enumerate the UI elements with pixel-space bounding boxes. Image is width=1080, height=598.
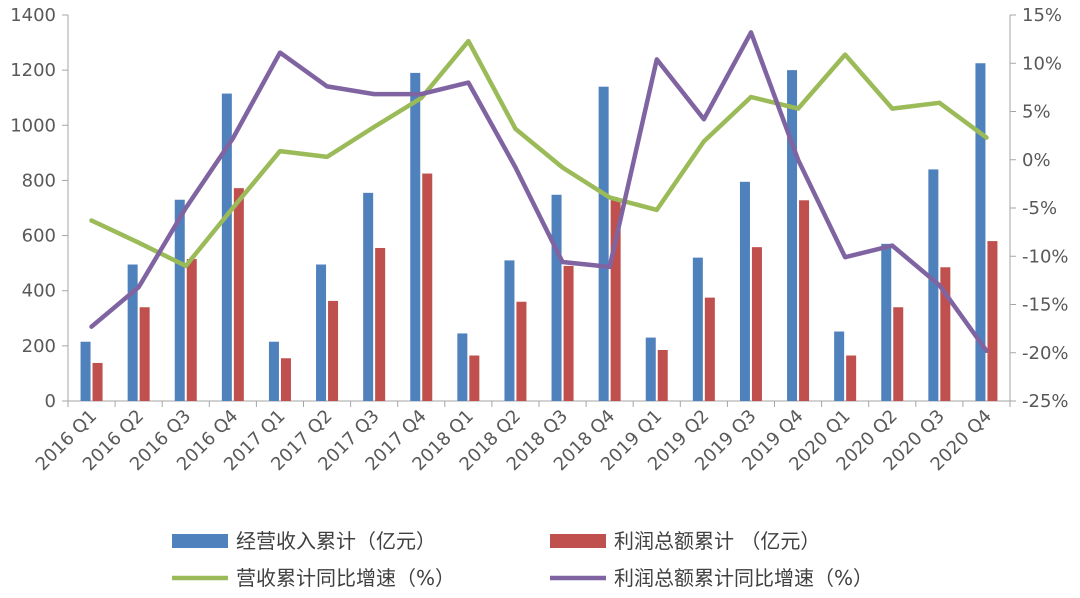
legend-label: 利润总额累计同比增速（%）: [614, 566, 873, 590]
legend-label: 经营收入累计（亿元）: [236, 529, 436, 553]
bar-revenue: [787, 70, 798, 402]
right-tick-label: 10%: [1022, 53, 1062, 74]
bar-profit: [987, 241, 998, 401]
left-tick-label: 1200: [10, 60, 56, 81]
line-profit-growth: [89, 30, 989, 354]
bar-revenue: [174, 199, 185, 401]
bar-revenue: [127, 264, 138, 401]
lines-layer: [89, 30, 989, 354]
bar-profit: [516, 301, 527, 401]
legend-item-profit-growth: 利润总额累计同比增速（%）: [550, 566, 873, 590]
bar-revenue: [834, 331, 845, 401]
left-tick-label: 800: [22, 170, 56, 191]
right-tick-label: 0%: [1022, 150, 1051, 171]
left-tick-label: 1400: [10, 5, 56, 26]
bar-revenue: [928, 169, 939, 401]
legend-label: 利润总额累计 （亿元）: [614, 529, 820, 553]
right-tick-label: -20%: [1022, 343, 1069, 364]
line-revenue-growth: [89, 38, 989, 269]
bar-profit: [139, 307, 150, 401]
legend-item-profit: 利润总额累计 （亿元）: [550, 529, 820, 553]
bar-revenue: [504, 260, 515, 401]
right-tick-label: 5%: [1022, 102, 1051, 123]
bar-profit: [610, 198, 621, 401]
legend-item-revenue: 经营收入累计（亿元）: [172, 529, 436, 553]
legend-item-revenue-growth: 营收累计同比增速（%）: [172, 566, 455, 590]
legend-label: 营收累计同比增速（%）: [236, 566, 455, 590]
bar-revenue: [221, 93, 232, 401]
bar-profit: [186, 259, 197, 401]
bar-profit: [422, 173, 433, 401]
bar-revenue: [80, 341, 91, 401]
left-tick-label: 0: [45, 391, 56, 412]
bar-profit: [328, 300, 339, 401]
right-tick-label: -10%: [1022, 246, 1069, 267]
left-tick-label: 400: [22, 281, 56, 302]
bar-profit: [893, 307, 904, 401]
legend: 经营收入累计（亿元） 利润总额累计 （亿元） 营收累计同比增速（%） 利润总额累计同比…: [172, 529, 873, 590]
bar-revenue: [692, 257, 703, 401]
bar-profit: [704, 297, 715, 401]
bar-profit: [92, 362, 103, 401]
bar-revenue: [316, 264, 327, 401]
bar-revenue: [410, 72, 421, 402]
bars-layer: [80, 63, 998, 402]
bar-revenue: [598, 86, 609, 401]
legend-swatch: [550, 534, 606, 548]
bar-profit: [375, 247, 386, 401]
right-tick-label: 15%: [1022, 5, 1062, 26]
right-tick-label: -25%: [1022, 391, 1069, 412]
bar-profit: [469, 355, 480, 401]
bar-revenue: [457, 333, 468, 401]
bar-profit: [563, 265, 574, 401]
right-tick-label: -5%: [1022, 198, 1057, 219]
bar-revenue: [881, 243, 892, 401]
bar-profit: [846, 355, 857, 401]
bar-revenue: [975, 63, 986, 401]
legend-swatch: [172, 534, 228, 548]
bar-profit: [799, 200, 810, 401]
bar-profit: [657, 349, 668, 401]
bar-revenue: [363, 192, 374, 401]
left-tick-label: 200: [22, 336, 56, 357]
right-tick-label: -15%: [1022, 295, 1069, 316]
bar-revenue: [268, 341, 279, 401]
left-tick-label: 600: [22, 226, 56, 247]
bar-revenue: [551, 194, 562, 401]
bar-revenue: [645, 337, 656, 401]
bar-profit: [751, 247, 762, 401]
left-tick-label: 1000: [10, 115, 56, 136]
bar-revenue: [739, 181, 750, 401]
bar-profit: [233, 188, 244, 401]
bar-profit: [940, 267, 951, 401]
bar-profit: [280, 358, 291, 401]
